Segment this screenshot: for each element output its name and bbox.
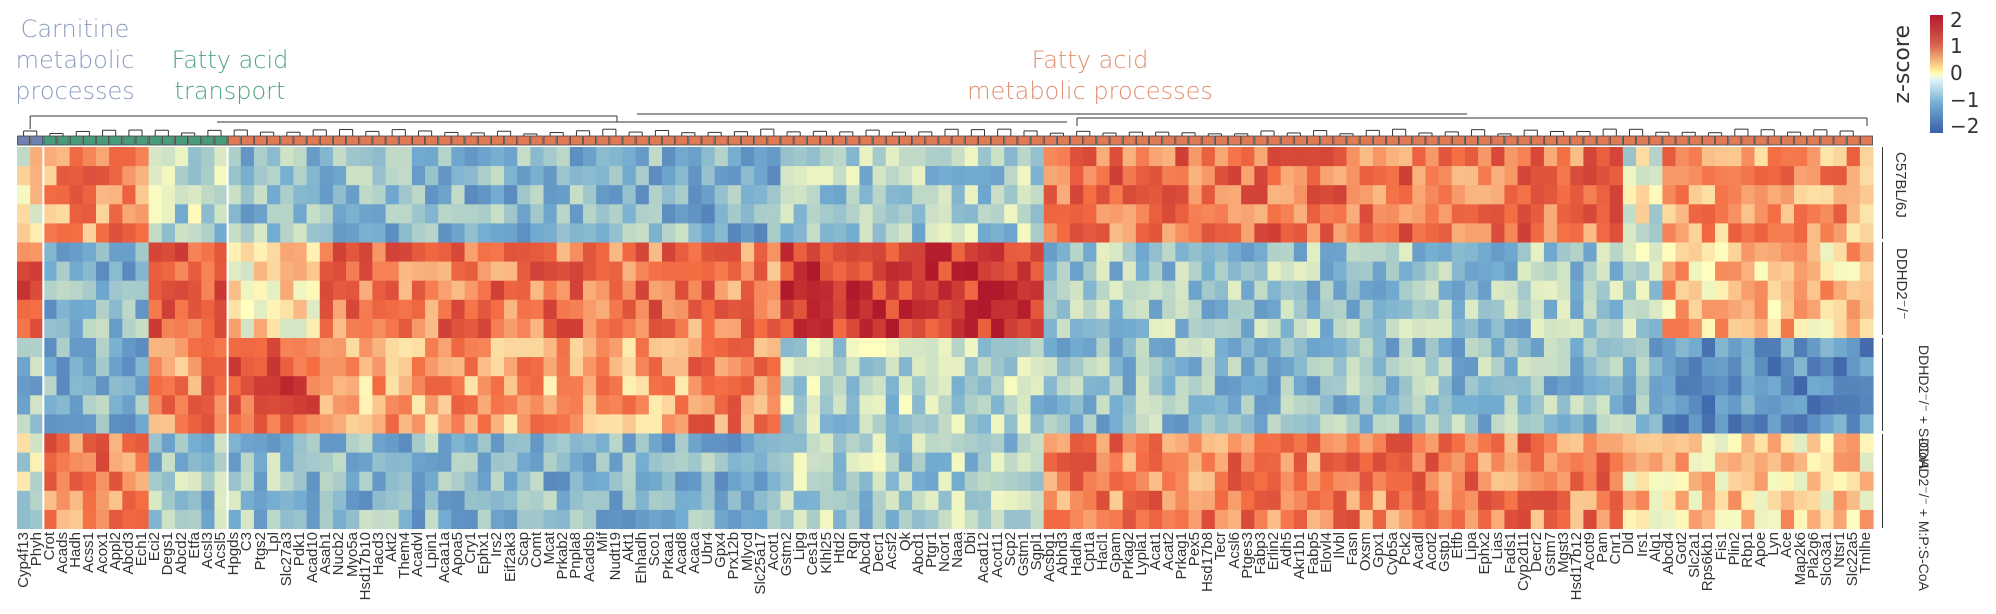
colorbar-tick: 0	[1950, 61, 1963, 85]
label-line: transport	[174, 77, 286, 105]
label-line: Fatty acid	[1031, 46, 1149, 74]
colorbar-tick: −2	[1950, 114, 1980, 138]
row-group-bracket	[1882, 242, 1883, 335]
category-annotation-bar	[17, 135, 1873, 146]
row-group-bracket	[1882, 434, 1883, 528]
row-group-bracket	[1882, 338, 1883, 431]
label-line: metabolic	[15, 46, 135, 74]
heatmap-grid	[17, 147, 1874, 529]
category-label-carnitine: Carnitine metabolic processes	[10, 14, 140, 107]
colorbar-title: z-score	[1890, 25, 1915, 104]
row-label-ddhd2-ko-scoa: DDHD2⁻/⁻ + S-CoA	[1916, 345, 1932, 470]
label-line: processes	[15, 77, 135, 105]
colorbar-tick: −1	[1950, 88, 1980, 112]
category-label-metabolic: Fatty acid metabolic processes	[940, 45, 1240, 107]
row-group-bracket	[1882, 147, 1883, 239]
gene-label: Tmlhe	[1857, 532, 1875, 574]
label-line: metabolic processes	[967, 77, 1213, 105]
gene-labels: Cyp4f13 Phyh Crot Acads Hadh Acss1 Acox1 Appl2 A…	[15, 532, 1877, 614]
column-dendrogram	[23, 113, 1868, 136]
colorbar	[1930, 15, 1943, 133]
row-label-c57bl6j: C57BL/6J	[1892, 152, 1909, 218]
colorbar-tick: 1	[1950, 34, 1963, 58]
row-label-ddhd2-ko-mps-coa: DDHD2⁻/⁻ + M:P:S-CoA	[1916, 438, 1932, 591]
row-label-ddhd2-ko: DDHD2⁻/⁻	[1893, 248, 1910, 320]
category-label-transport: Fatty acid transport	[160, 45, 300, 107]
colorbar-tick: 2	[1950, 8, 1963, 32]
label-line: Carnitine	[20, 15, 130, 43]
label-line: Fatty acid	[171, 46, 289, 74]
